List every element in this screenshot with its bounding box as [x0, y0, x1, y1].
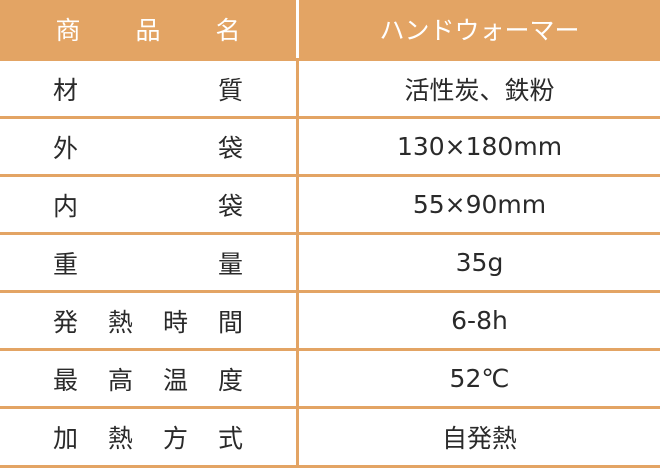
row-value: 自発熱 — [441, 424, 517, 453]
row-label-cell: 発熱時間 — [0, 293, 299, 348]
row-value: 130×180mm — [396, 132, 563, 161]
table-row: 内袋 55×90mm — [0, 177, 660, 235]
row-value: 35g — [455, 248, 504, 277]
row-label-cell: 加熱方式 — [0, 409, 299, 465]
table-row: 加熱方式 自発熱 — [0, 409, 660, 468]
table-row: 外袋 130×180mm — [0, 119, 660, 177]
row-value: 6-8h — [451, 306, 508, 335]
row-value: 55×90mm — [412, 190, 547, 219]
row-label-cell: 外袋 — [0, 119, 299, 174]
header-value: ハンドウォーマー — [379, 16, 580, 45]
row-label: 内袋 — [53, 191, 243, 221]
row-label-cell: 最高温度 — [0, 351, 299, 406]
row-label: 最高温度 — [53, 365, 243, 395]
header-label: 商品名 — [55, 16, 241, 45]
table-row: 発熱時間 6-8h — [0, 293, 660, 351]
row-label: 重量 — [53, 249, 243, 279]
row-value: 活性炭、鉄粉 — [404, 75, 555, 105]
header-label-cell: 商品名 — [0, 0, 299, 58]
row-label: 材質 — [53, 75, 243, 105]
row-label: 発熱時間 — [53, 307, 243, 337]
row-label-cell: 重量 — [0, 235, 299, 290]
row-label-cell: 内袋 — [0, 177, 299, 232]
row-label: 外袋 — [53, 133, 243, 163]
row-value: 52℃ — [449, 364, 510, 393]
table-header: 商品名 ハンドウォーマー — [0, 0, 660, 61]
table-row: 最高温度 52℃ — [0, 351, 660, 409]
table-row: 重量 35g — [0, 235, 660, 293]
row-label-cell: 材質 — [0, 61, 299, 116]
row-label: 加熱方式 — [53, 424, 243, 453]
table-row: 材質 活性炭、鉄粉 — [0, 61, 660, 119]
